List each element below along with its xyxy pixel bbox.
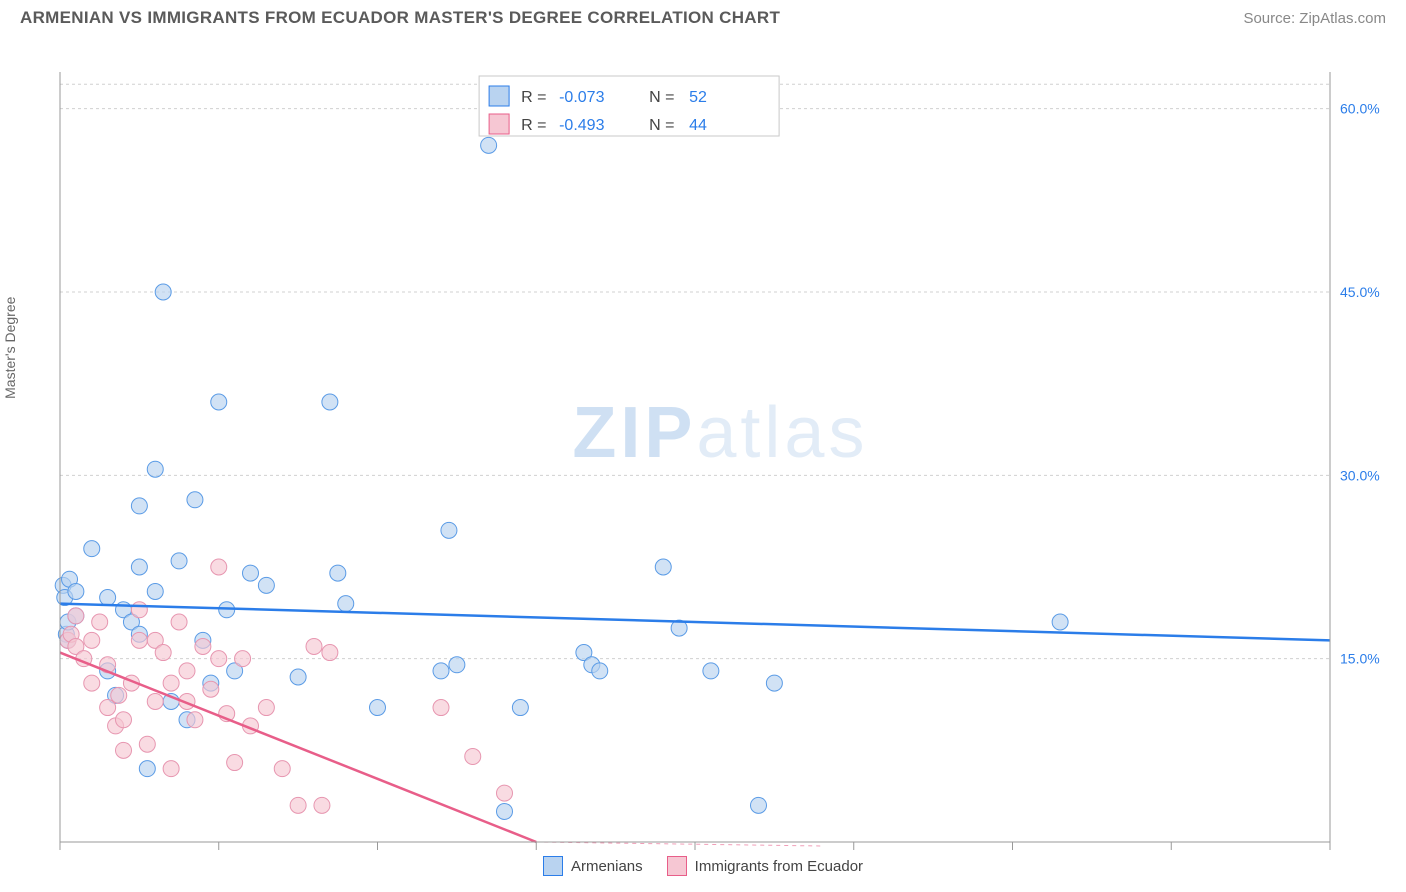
- svg-text:60.0%: 60.0%: [1340, 101, 1380, 117]
- legend-item: Immigrants from Ecuador: [667, 856, 863, 876]
- svg-text:-0.073: -0.073: [559, 89, 604, 106]
- svg-text:N =: N =: [649, 117, 674, 134]
- svg-text:N =: N =: [649, 89, 674, 106]
- y-axis-label: Master's Degree: [2, 297, 18, 399]
- svg-text:R =: R =: [521, 117, 546, 134]
- svg-text:R =: R =: [521, 89, 546, 106]
- svg-text:ZIPatlas: ZIPatlas: [572, 393, 868, 473]
- legend-label: Armenians: [571, 858, 643, 875]
- legend-swatch: [543, 856, 563, 876]
- source-attribution: Source: ZipAtlas.com: [1243, 10, 1386, 27]
- chart-container: Master's Degree 15.0%30.0%45.0%60.0%ZIPa…: [20, 32, 1386, 852]
- svg-text:-0.493: -0.493: [559, 117, 604, 134]
- legend-label: Immigrants from Ecuador: [695, 858, 863, 875]
- svg-text:30.0%: 30.0%: [1340, 467, 1380, 483]
- svg-text:45.0%: 45.0%: [1340, 284, 1380, 300]
- chart-title: ARMENIAN VS IMMIGRANTS FROM ECUADOR MAST…: [20, 8, 780, 28]
- bottom-legend: Armenians Immigrants from Ecuador: [0, 856, 1406, 876]
- svg-text:44: 44: [689, 117, 707, 134]
- scatter-plot: 15.0%30.0%45.0%60.0%ZIPatlas0.0%80.0%R =…: [20, 32, 1386, 852]
- legend-item: Armenians: [543, 856, 643, 876]
- svg-text:15.0%: 15.0%: [1340, 651, 1380, 667]
- svg-text:52: 52: [689, 89, 707, 106]
- legend-swatch: [667, 856, 687, 876]
